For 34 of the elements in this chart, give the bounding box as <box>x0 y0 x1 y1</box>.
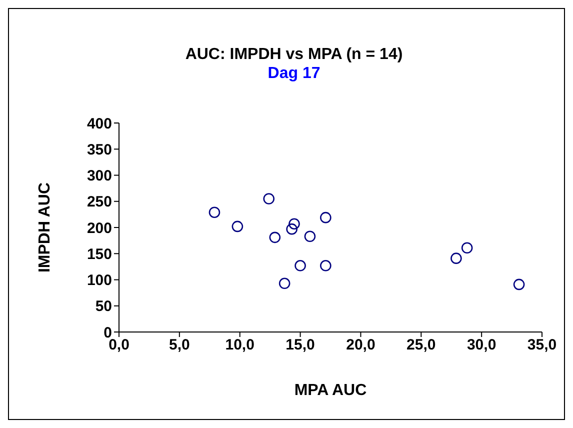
point <box>269 232 281 244</box>
x-tick-label: 25,0 <box>406 336 436 354</box>
x-tick-label: 0,0 <box>108 336 130 354</box>
x-tick-label: 10,0 <box>225 336 254 354</box>
point <box>278 278 290 290</box>
x-tick-label: 30,0 <box>466 336 496 354</box>
y-tick-label: 150 <box>86 246 112 263</box>
chart-subtitle: Dag 17 <box>266 65 322 83</box>
point <box>320 212 332 224</box>
x-tick-label: 15,0 <box>286 336 315 354</box>
point <box>263 193 275 204</box>
point <box>208 206 220 218</box>
y-tick-label: 200 <box>86 220 112 237</box>
y-tick-label: 350 <box>86 141 112 158</box>
point <box>304 230 316 242</box>
x-tick-label: 5,0 <box>169 336 190 354</box>
y-tick-label: 50 <box>95 298 112 316</box>
point <box>320 260 332 272</box>
y-tick-label: 100 <box>86 272 112 290</box>
y-tick-label: 400 <box>86 115 112 132</box>
chart-title: AUC: IMPDH vs MPA (n = 14) <box>184 46 404 64</box>
point <box>450 252 462 264</box>
point <box>286 223 298 235</box>
point <box>461 242 473 254</box>
y-tick-label: 250 <box>86 194 112 211</box>
point <box>513 278 525 290</box>
x-tick-label: 20,0 <box>346 336 376 354</box>
x-axis-title: MPA AUC <box>294 382 368 399</box>
y-tick-label: 300 <box>86 168 112 185</box>
point <box>232 220 244 232</box>
point <box>288 218 300 230</box>
point <box>294 260 306 272</box>
y-axis-title: IMPDH AUC <box>36 182 54 273</box>
x-tick-label: 35,0 <box>527 336 557 354</box>
